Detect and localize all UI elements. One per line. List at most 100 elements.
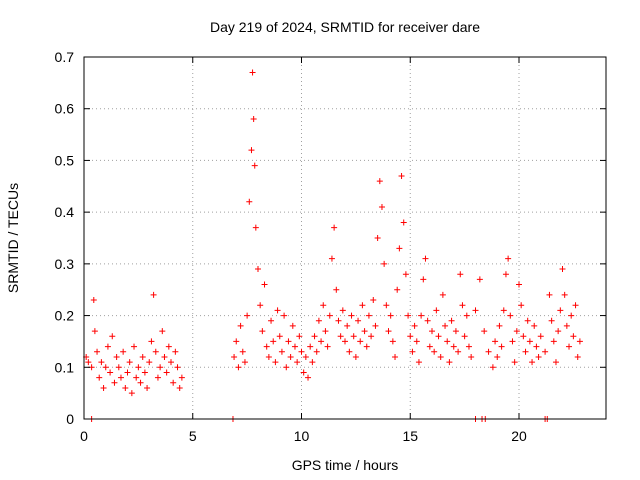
data-point [276,333,283,340]
data-point [241,359,248,366]
data-point [261,281,268,288]
data-point [120,348,127,355]
data-point [148,338,155,345]
data-point [278,348,285,355]
data-point [439,291,446,298]
data-point [296,333,303,340]
data-point [407,333,414,340]
data-point [115,364,122,371]
data-point [337,333,344,340]
x-axis-label: GPS time / hours [292,457,399,473]
data-point [94,348,101,355]
data-point [274,307,281,314]
data-point [489,364,496,371]
data-point [361,328,368,335]
data-point [429,328,435,335]
data-point [352,353,359,360]
data-point [311,333,318,340]
y-tick-label: 0 [66,411,74,427]
data-point [535,353,542,360]
data-point [161,353,168,360]
data-point [496,322,503,329]
data-point [109,333,116,340]
data-point [348,312,355,319]
data-point [139,353,146,360]
data-point [231,353,238,360]
data-point [555,328,562,335]
data-point [396,245,403,252]
data-point [507,312,514,319]
data-point [511,359,518,366]
y-tick-label: 0.6 [55,101,75,117]
data-point [113,353,120,360]
data-point [85,359,92,366]
data-point [394,286,401,293]
data-point [424,317,431,324]
data-point [263,343,270,350]
data-point [333,286,340,293]
data-point [244,312,251,319]
data-point [249,69,256,76]
data-point [561,291,568,298]
data-point [574,353,581,360]
data-point [531,322,538,329]
data-point [172,348,179,355]
x-tick-label: 10 [294,428,310,444]
data-point [283,364,290,371]
data-point [150,291,157,298]
data-point [442,322,449,329]
data-point [370,297,377,304]
data-point [104,343,111,350]
data-point [568,312,575,319]
data-point [355,317,362,324]
data-point [326,312,333,319]
data-point [413,338,420,345]
data-point [546,291,553,298]
data-point [270,338,277,345]
data-point [548,317,555,324]
data-point [251,162,258,169]
data-point [459,302,466,309]
data-point [500,307,507,314]
x-tick-label: 0 [80,428,88,444]
data-point [492,338,499,345]
data-point [289,322,296,329]
data-point [566,343,573,350]
data-point [452,328,459,335]
data-point [281,312,288,319]
data-point [365,312,372,319]
data-point [529,359,536,366]
data-point [405,312,412,319]
data-point [91,328,98,335]
data-point [291,343,298,350]
data-point [463,312,470,319]
data-point [309,359,316,366]
x-tick-label: 20 [511,428,527,444]
data-point [476,276,483,283]
data-point [509,338,516,345]
data-point [154,374,161,381]
data-point [550,338,557,345]
y-tick-label: 0.5 [55,152,75,168]
data-point [572,302,579,309]
data-points [83,69,583,422]
data-point [126,359,133,366]
data-point [152,348,159,355]
data-point [448,317,455,324]
data-point [331,224,338,231]
data-point [457,271,464,278]
data-point [552,359,559,366]
data-point [418,312,425,319]
y-axis-label: SRMTID / TECUs [5,183,21,293]
data-point [346,348,353,355]
data-point [485,348,492,355]
data-point [431,348,438,355]
data-point [131,343,138,350]
data-point [498,343,505,350]
data-point [168,359,174,366]
data-point [307,343,314,350]
data-point [246,198,253,205]
data-point [137,379,144,386]
data-point [176,384,183,391]
